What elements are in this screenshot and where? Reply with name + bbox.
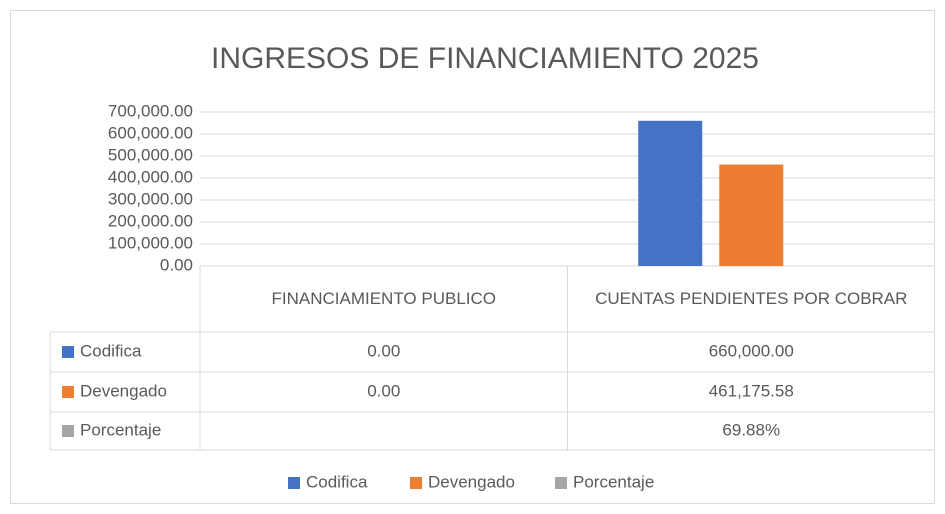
- y-tick-label: 500,000.00: [108, 145, 193, 164]
- legend-label: Codifica: [306, 472, 368, 491]
- y-tick-label: 200,000.00: [108, 211, 193, 230]
- y-tick-label: 300,000.00: [108, 189, 193, 208]
- x-tick-label: FINANCIAMIENTO PUBLICO: [271, 289, 497, 309]
- legend-label: Devengado: [428, 472, 515, 491]
- data-label: 461,175.58: [709, 381, 794, 400]
- table-legend-key: [62, 346, 74, 358]
- legend-key: [410, 477, 422, 489]
- legend-label: Porcentaje: [573, 472, 654, 491]
- table-legend-key: [62, 386, 74, 398]
- table-series-name: Porcentaje: [80, 420, 161, 439]
- category-cell: CUENTAS PENDIENTES POR COBRAR: [595, 289, 908, 309]
- bar: [719, 164, 784, 266]
- y-tick-label: 600,000.00: [108, 123, 193, 142]
- y-tick-label: 0.00: [160, 255, 193, 274]
- table-series-name: Devengado: [80, 381, 167, 400]
- data-label: 0.00: [367, 381, 400, 400]
- data-label: 69.88%: [722, 420, 780, 439]
- legend-key: [555, 477, 567, 489]
- data-label: 0.00: [367, 341, 400, 360]
- y-tick-label: 400,000.00: [108, 167, 193, 186]
- data-label: 660,000.00: [709, 341, 794, 360]
- y-tick-label: 700,000.00: [108, 101, 193, 120]
- table-legend-key: [62, 425, 74, 437]
- y-tick-label: 100,000.00: [108, 233, 193, 252]
- legend-key: [288, 477, 300, 489]
- category-cell: FINANCIAMIENTO PUBLICO: [271, 289, 497, 309]
- table-series-name: Codifica: [80, 341, 142, 360]
- chart-title: INGRESOS DE FINANCIAMIENTO 2025: [211, 42, 759, 75]
- bar: [638, 120, 703, 266]
- x-tick-label: CUENTAS PENDIENTES POR COBRAR: [595, 289, 908, 309]
